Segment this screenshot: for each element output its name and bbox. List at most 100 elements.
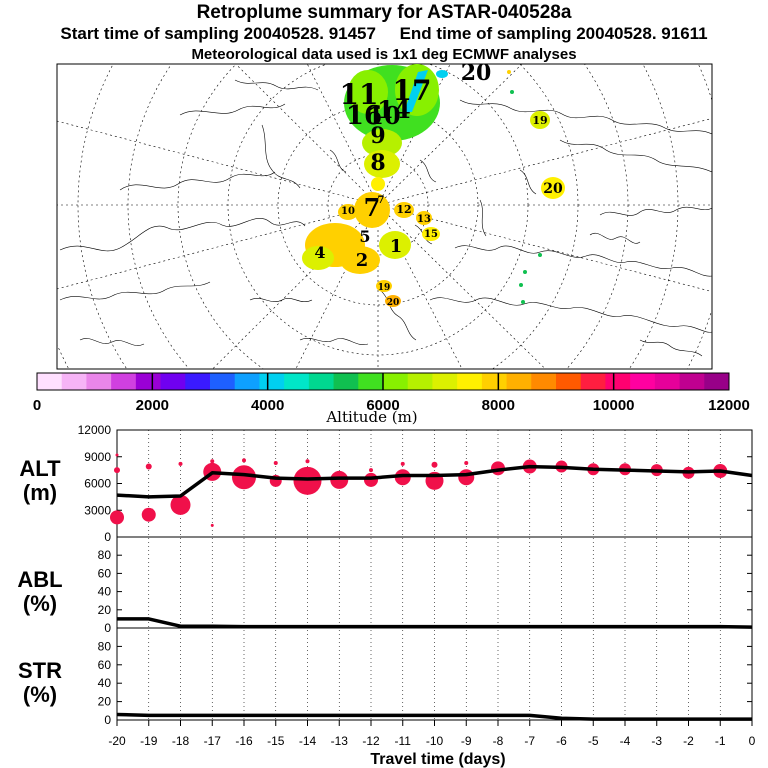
colorbar-swatch	[259, 373, 285, 390]
plume-blob	[541, 177, 565, 199]
altitude-cluster-point	[293, 466, 322, 495]
plume-day-label: 20	[543, 181, 563, 197]
colorbar-swatch	[531, 373, 557, 390]
plume-day-label: 4	[314, 243, 325, 262]
altitude-cluster-point	[145, 463, 152, 470]
altitude-cluster-point	[141, 507, 156, 522]
timeseries-panels: 120009000600030000ALT(m)806040200ABL(%)8…	[17, 423, 755, 748]
y-tick-label: 60	[98, 566, 112, 580]
panel-unit-label: (%)	[23, 682, 57, 707]
panel-label: ABL	[17, 567, 62, 592]
colorbar-swatch	[234, 373, 260, 390]
sampling-times: Start time of sampling 20040528. 91457 E…	[60, 24, 708, 43]
altitude-cluster-point	[115, 453, 119, 457]
plume-blob	[507, 70, 511, 74]
series-line-str	[116, 712, 752, 721]
altitude-cluster-point	[330, 470, 349, 489]
altitude-cluster-point	[110, 510, 124, 525]
panel-abl: 80 60 40 20 0 ABL(%)	[17, 536, 753, 635]
plume-blob	[385, 295, 401, 307]
x-tick-label: -5	[588, 734, 599, 748]
altitude-cluster-point	[114, 467, 120, 474]
x-tick-label: -7	[524, 734, 535, 748]
y-tick-label: 40	[98, 676, 112, 690]
coastlines	[59, 79, 712, 357]
colorbar-swatch	[383, 373, 409, 390]
colorbar-swatch	[481, 373, 508, 390]
plume-blob	[364, 150, 400, 178]
colorbar-swatch	[556, 373, 582, 390]
altitude-cluster-point	[170, 494, 191, 515]
altitude-cluster-point	[210, 459, 215, 464]
panel-label: STR	[18, 658, 62, 683]
plume-blob	[530, 111, 550, 129]
colorbar-swatch	[284, 373, 310, 390]
colorbar-tick-label: 12000	[708, 397, 750, 414]
plume-blob	[519, 283, 523, 287]
colorbar-swatch	[679, 373, 705, 390]
meteo-source: Meteorological data used is 1x1 deg ECMW…	[191, 46, 577, 63]
colorbar-swatch	[457, 373, 483, 390]
x-tick-label: -4	[620, 734, 631, 748]
plume-blob	[354, 192, 390, 228]
page-title: Retroplume summary for ASTAR-040528a	[196, 2, 572, 23]
x-tick-label: -2	[683, 734, 694, 748]
y-tick-label: 9000	[84, 450, 111, 464]
altitude-colorbar: 0 2000 4000 6000 8000 10000 12000	[33, 372, 750, 414]
altitude-cluster-point	[369, 468, 373, 473]
colorbar-tick-label: 10000	[593, 397, 635, 414]
plume-day-label: 16	[346, 101, 382, 131]
plume-day-label: 13	[417, 214, 431, 225]
panel-str: 80 60 40 20 0 STR(%)	[18, 627, 753, 727]
colorbar-swatch	[185, 373, 211, 390]
x-tick-label: -20	[108, 734, 126, 748]
x-tick-label: -10	[426, 734, 444, 748]
plume-day-label: 7	[364, 193, 381, 222]
panel-unit-label: (%)	[23, 591, 57, 616]
colorbar-swatch	[654, 373, 681, 390]
colorbar-swatch	[358, 373, 384, 390]
x-tick-label: -15	[267, 734, 285, 748]
plume-day-label: 19	[532, 114, 547, 127]
series-line-alt	[116, 464, 753, 499]
altitude-cluster-point	[178, 461, 183, 466]
colorbar-swatch	[86, 373, 112, 390]
colorbar-swatch	[135, 373, 162, 390]
x-tick-label: -3	[651, 734, 662, 748]
y-tick-label: 0	[104, 530, 111, 544]
colorbar-swatch	[210, 373, 236, 390]
x-tick-label: -6	[556, 734, 567, 748]
plume-blob	[523, 270, 527, 274]
x-tick-label: -8	[493, 734, 504, 748]
x-tick-label: -16	[235, 734, 253, 748]
y-tick-label: 60	[98, 658, 112, 672]
y-tick-label: 0	[104, 621, 111, 635]
colorbar-swatch	[61, 373, 87, 390]
x-tick-label: -13	[331, 734, 349, 748]
colorbar-title: Altitude (m)	[325, 408, 417, 426]
plume-day-label: 10	[367, 101, 400, 130]
plume-blob	[371, 177, 385, 191]
colorbar-swatch	[630, 373, 656, 390]
x-tick-label: 0	[749, 734, 756, 748]
plume-blob	[338, 204, 358, 220]
plume-day-label: 11	[340, 78, 379, 111]
colorbar-swatch	[704, 373, 730, 390]
x-tick-label: -14	[299, 734, 317, 748]
plume-day-label: 8	[370, 150, 385, 176]
plume-day-label: 9	[370, 123, 385, 149]
x-tick-label: -11	[395, 734, 412, 748]
colorbar-swatch	[506, 373, 532, 390]
colorbar-swatch	[333, 373, 359, 390]
x-axis-label: Travel time (days)	[370, 751, 505, 768]
colorbar-tick-label: 8000	[482, 397, 515, 414]
plume-day-label: 19	[378, 283, 391, 293]
plume-blob	[404, 70, 428, 112]
colorbar-swatch	[605, 373, 631, 390]
plume-blob	[422, 227, 440, 241]
plume-day-label: 20	[387, 298, 400, 308]
altitude-cluster-point	[305, 459, 310, 464]
